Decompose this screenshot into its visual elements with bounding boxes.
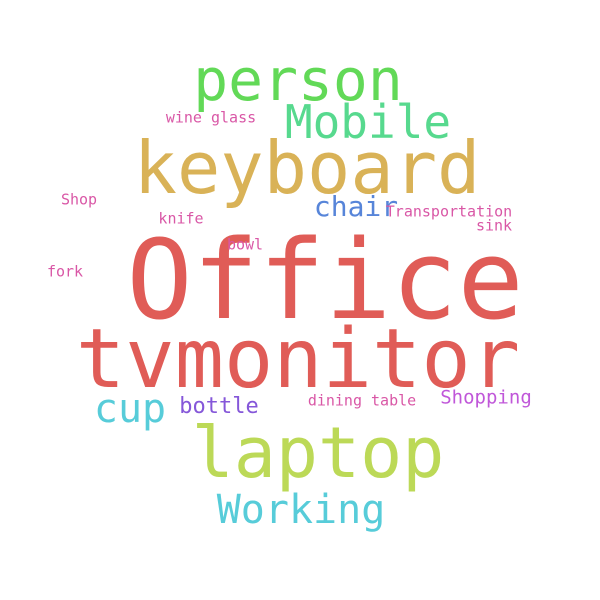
word-fork: fork [46, 262, 84, 281]
word-working: Working [216, 487, 386, 533]
word-keyboard: keyboard [133, 126, 481, 210]
word-sink: sink [475, 216, 513, 235]
word-laptop: laptop [191, 412, 445, 494]
word-bowl: bowl [226, 235, 264, 254]
word-wine-glass: wine glass [165, 108, 257, 127]
word-office: Office [126, 216, 524, 344]
word-shop: Shop [60, 190, 98, 209]
word-chair: chair [313, 190, 399, 223]
word-mobile: Mobile [284, 95, 452, 149]
word-bottle: bottle [179, 394, 259, 419]
word-shopping: Shopping [440, 386, 532, 409]
word-tvmonitor: tvmonitor [75, 312, 521, 407]
word-person: person [193, 46, 403, 114]
word-cup: cup [93, 386, 167, 432]
word-transportation: Transportation [385, 202, 513, 221]
word-dining-table: dining table [307, 391, 417, 410]
word-knife: knife [158, 209, 204, 228]
